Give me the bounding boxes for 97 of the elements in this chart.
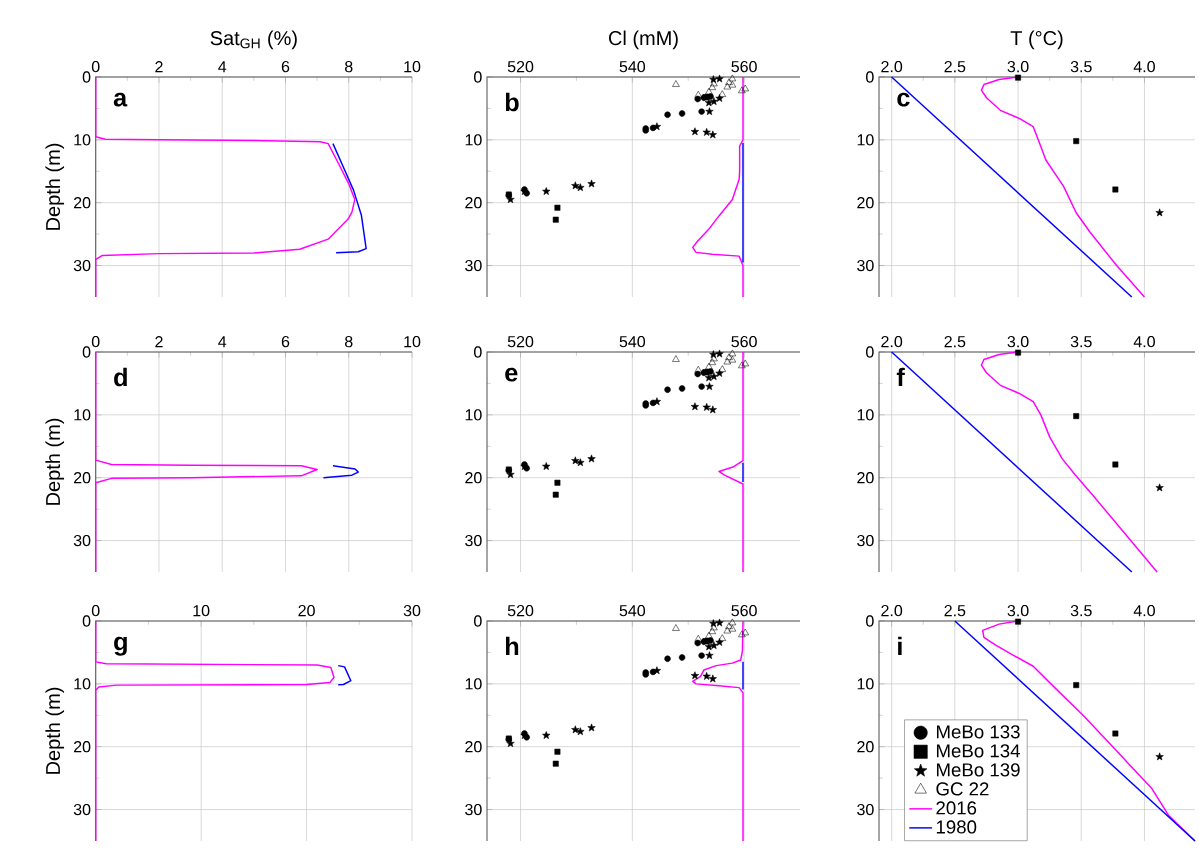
y-tick-label: 20 bbox=[465, 197, 482, 209]
y-tick-label: 10 bbox=[465, 134, 482, 146]
y-tick-label: 20 bbox=[857, 472, 874, 484]
x-tick-label: 6 bbox=[281, 335, 290, 348]
annotation: g bbox=[114, 636, 127, 656]
y-tick-label: 0 bbox=[866, 346, 874, 358]
x-tick-label: 4.0 bbox=[1133, 335, 1155, 348]
x-tick-label: 8 bbox=[345, 335, 353, 348]
x-tick-label: 560 bbox=[731, 60, 757, 73]
annotation: d bbox=[114, 367, 127, 387]
x-tick-label: 4.0 bbox=[1133, 60, 1155, 73]
x-tick-label: 540 bbox=[619, 60, 646, 73]
y-tick-label: 20 bbox=[74, 472, 91, 484]
y-tick-label: 10 bbox=[857, 409, 874, 421]
y-tick-label: 0 bbox=[82, 71, 91, 83]
x-tick-label: 560 bbox=[731, 335, 757, 348]
y-tick-label: 10 bbox=[74, 678, 91, 690]
y-tick-label: 30 bbox=[73, 534, 91, 547]
y-tick-label: 30 bbox=[857, 259, 874, 272]
y-tick-label: 0 bbox=[866, 71, 874, 83]
y-tick-label: 30 bbox=[465, 534, 482, 547]
x-tick-label: 4 bbox=[218, 336, 227, 348]
legend-label: MeBo 134 bbox=[936, 744, 1020, 758]
legend-label: MeBo 139 bbox=[936, 763, 1020, 777]
x-tick-label: 20 bbox=[298, 604, 315, 617]
x-tick-label: 10 bbox=[193, 604, 210, 617]
y-tick-label: 0 bbox=[474, 346, 482, 358]
y-tick-label: 0 bbox=[474, 615, 482, 627]
y-tick-label: 30 bbox=[465, 803, 482, 816]
y-tick-label: 30 bbox=[73, 259, 91, 272]
x-tick-label: 2.0 bbox=[881, 604, 903, 617]
x-tick-label: 0 bbox=[91, 335, 100, 348]
x-tick-label: 3.0 bbox=[1007, 604, 1029, 617]
legend-label: GC 22 bbox=[936, 782, 989, 796]
annotation: b bbox=[505, 92, 519, 112]
y-tick-label: 30 bbox=[73, 803, 91, 816]
x-tick-label: 2.5 bbox=[944, 604, 966, 617]
legend-label: MeBo 133 bbox=[936, 725, 1020, 739]
x-tick-label: 2 bbox=[155, 336, 163, 348]
x-axis-title: Cl (mM) bbox=[608, 30, 678, 50]
x-tick-label: 4.0 bbox=[1133, 604, 1155, 617]
y-tick-label: 30 bbox=[465, 259, 482, 272]
y-tick-label: 0 bbox=[866, 615, 874, 627]
y-tick-label: 20 bbox=[465, 472, 482, 484]
y-tick-label: 10 bbox=[74, 409, 91, 421]
x-tick-label: 2.0 bbox=[881, 60, 903, 73]
x-tick-label: 8 bbox=[345, 60, 353, 73]
x-tick-label: 520 bbox=[507, 335, 534, 348]
y-axis-title: Depth (m) bbox=[45, 418, 65, 505]
y-tick-label: 10 bbox=[74, 134, 91, 146]
annotation: f bbox=[896, 367, 905, 387]
y-tick-label: 0 bbox=[82, 615, 91, 627]
x-tick-label: 4 bbox=[218, 61, 227, 73]
x-tick-label: 10 bbox=[404, 335, 421, 348]
x-tick-label: 3.0 bbox=[1007, 335, 1029, 348]
x-tick-label: 540 bbox=[619, 604, 646, 617]
y-axis-title: Depth (m) bbox=[45, 687, 65, 774]
legend-label: 2016 bbox=[936, 801, 977, 815]
y-tick-label: 10 bbox=[465, 678, 482, 690]
y-tick-label: 10 bbox=[857, 134, 874, 146]
x-tick-label: 2.5 bbox=[944, 335, 966, 348]
y-tick-label: 20 bbox=[465, 741, 482, 753]
y-tick-label: 30 bbox=[857, 534, 874, 547]
x-tick-label: 30 bbox=[403, 604, 421, 617]
y-axis-title: Depth (m) bbox=[45, 143, 65, 230]
x-tick-label: 3.5 bbox=[1070, 60, 1092, 73]
annotation: c bbox=[897, 92, 910, 107]
x-tick-label: 0 bbox=[91, 60, 100, 73]
y-tick-label: 10 bbox=[857, 678, 874, 690]
y-tick-label: 10 bbox=[465, 409, 482, 421]
x-axis-title: T (°C) bbox=[1010, 30, 1063, 50]
x-tick-label: 2.5 bbox=[944, 60, 966, 73]
x-tick-label: 3.0 bbox=[1007, 60, 1029, 73]
y-tick-label: 0 bbox=[474, 71, 482, 83]
x-tick-label: 520 bbox=[507, 60, 534, 73]
x-tick-label: 2 bbox=[155, 61, 163, 73]
x-axis-title: Sat$_{GH}$ (%) bbox=[210, 30, 297, 50]
x-tick-label: 6 bbox=[281, 60, 290, 73]
annotation: h bbox=[506, 636, 519, 656]
annotation: e bbox=[505, 367, 518, 382]
x-tick-label: 10 bbox=[404, 60, 421, 73]
x-tick-label: 540 bbox=[619, 335, 646, 348]
x-tick-label: 3.5 bbox=[1070, 335, 1092, 348]
y-tick-label: 0 bbox=[82, 346, 91, 358]
annotation: i bbox=[898, 636, 902, 656]
x-tick-label: 520 bbox=[507, 604, 534, 617]
y-tick-label: 30 bbox=[857, 803, 874, 816]
y-tick-label: 20 bbox=[74, 197, 91, 209]
x-tick-label: 3.5 bbox=[1070, 604, 1092, 617]
legend-label: 1980 bbox=[936, 820, 977, 834]
x-tick-label: 560 bbox=[731, 604, 757, 617]
y-tick-label: 20 bbox=[857, 197, 874, 209]
x-tick-label: 0 bbox=[91, 604, 100, 617]
annotation: a bbox=[113, 92, 128, 107]
y-tick-label: 20 bbox=[74, 741, 91, 753]
y-tick-label: 20 bbox=[857, 741, 874, 753]
x-tick-label: 2.0 bbox=[881, 335, 903, 348]
